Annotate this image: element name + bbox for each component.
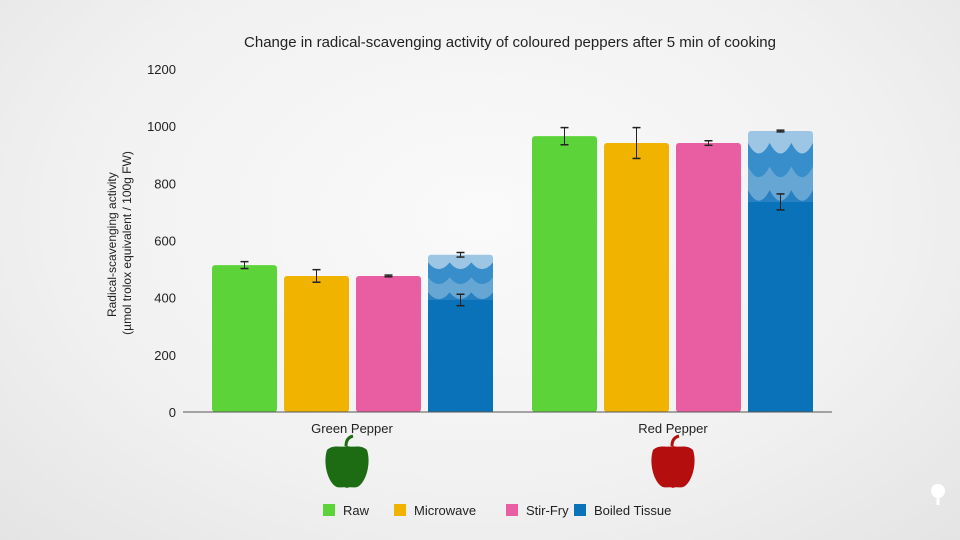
bar-raw — [532, 136, 597, 412]
legend-label: Microwave — [414, 503, 476, 518]
legend-swatch — [323, 504, 335, 516]
legend: Raw Microwave Stir-Fry Boiled Tissue — [323, 503, 671, 518]
error-bar — [384, 274, 393, 278]
y-tick-label: 200 — [154, 348, 176, 363]
category-label-green: Green Pepper — [311, 421, 393, 436]
y-axis-label-line2: (µmol trolox equivalent / 100g FW) — [120, 151, 134, 335]
error-bar — [560, 126, 569, 146]
brain-tree-icon — [931, 484, 945, 505]
chart-title: Change in radical-scavenging activity of… — [244, 34, 776, 51]
y-tick-label: 1200 — [147, 62, 176, 77]
y-tick-label: 800 — [154, 176, 176, 191]
y-tick-label: 0 — [169, 405, 176, 420]
bar-stir-fry — [356, 275, 421, 412]
error-bar — [632, 126, 641, 160]
category-label-red: Red Pepper — [638, 421, 708, 436]
bar-boiled-wave — [428, 277, 493, 300]
bar-raw — [212, 265, 277, 412]
y-tick-label: 1000 — [147, 119, 176, 134]
bar-microwave — [284, 275, 349, 412]
error-bar — [776, 129, 785, 133]
y-axis-label: Radical-scavenging activity (µmol trolox… — [105, 151, 134, 335]
legend-label: Stir-Fry — [526, 503, 569, 518]
y-tick-label: 400 — [154, 291, 176, 306]
red-pepper-icon — [651, 434, 695, 488]
y-tick-label: 600 — [154, 234, 176, 249]
error-bar — [456, 293, 465, 307]
error-bar — [776, 193, 785, 211]
legend-swatch — [506, 504, 518, 516]
y-axis-label-line1: Radical-scavenging activity — [105, 172, 119, 317]
bar-boiled-wave — [748, 190, 813, 202]
green-pepper-icon — [325, 434, 369, 488]
error-bar — [312, 268, 321, 283]
bar-stir-fry — [676, 143, 741, 413]
legend-label: Raw — [343, 503, 370, 518]
bar-boiled-wave — [428, 292, 493, 300]
bar-boiled-tissue — [428, 299, 493, 412]
bar-boiled-wave — [748, 166, 813, 202]
bar-boiled-tissue — [748, 201, 813, 412]
bar-microwave — [604, 143, 669, 413]
legend-swatch — [574, 504, 586, 516]
error-bar — [704, 139, 713, 147]
error-bar — [456, 251, 465, 258]
error-bar — [240, 260, 249, 270]
legend-swatch — [394, 504, 406, 516]
legend-label: Boiled Tissue — [594, 503, 671, 518]
